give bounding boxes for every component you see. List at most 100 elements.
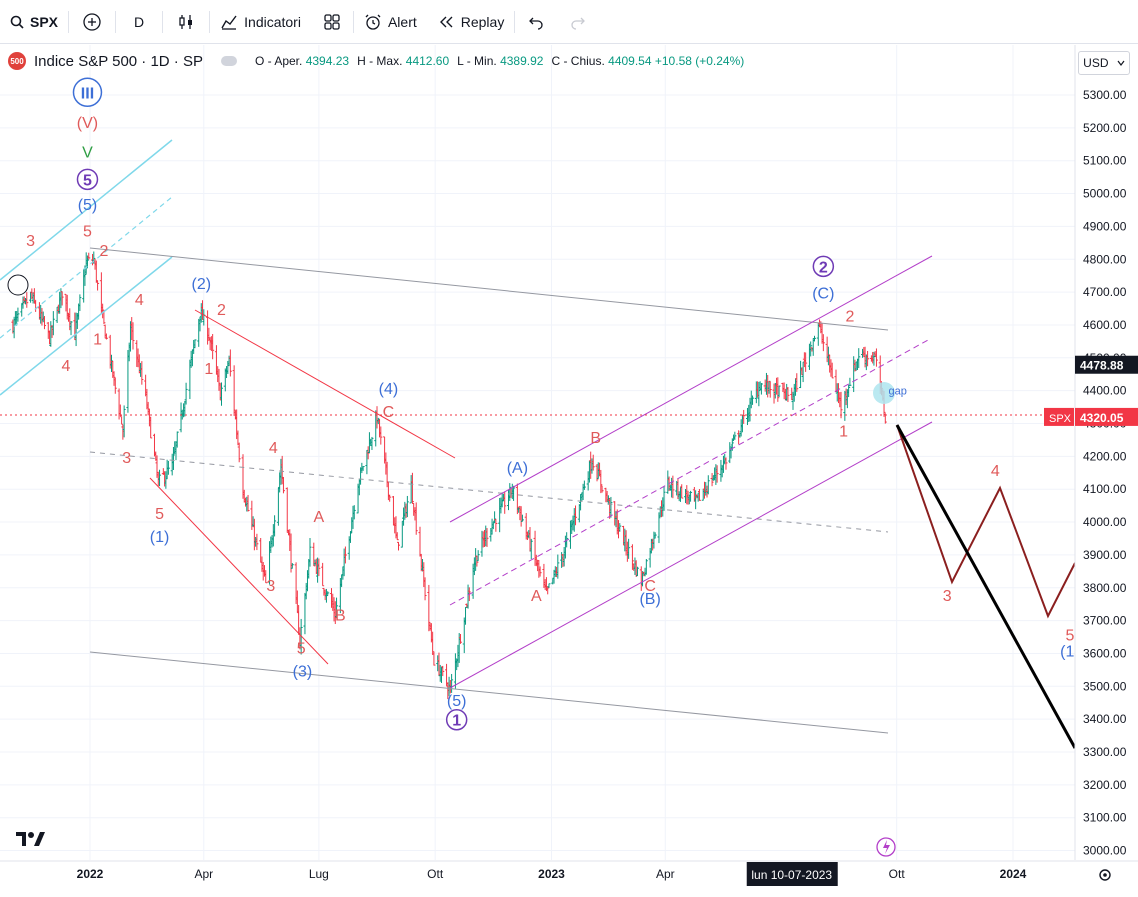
symbol-search[interactable]: SPX bbox=[0, 0, 68, 44]
price-tick-label: 4100.00 bbox=[1083, 482, 1127, 496]
degree-label: 2 bbox=[819, 259, 828, 276]
purple-channel-upper bbox=[449, 255, 933, 523]
ohlc-low: L - Min. 4389.92 bbox=[457, 54, 543, 68]
high-value: 4412.60 bbox=[405, 54, 450, 68]
visibility-toggle-icon[interactable] bbox=[220, 56, 237, 66]
price-tick-label: 3100.00 bbox=[1083, 811, 1127, 825]
lightning-bolt bbox=[883, 840, 890, 854]
indicators-button[interactable]: Indicatori bbox=[210, 0, 311, 44]
currency-label: USD bbox=[1083, 56, 1109, 70]
crosshair-date-label: lun 10-07-2023 bbox=[751, 868, 832, 882]
degree-label: V bbox=[82, 144, 93, 161]
wave-label: (3) bbox=[293, 663, 313, 680]
price-tick-label: 4400.00 bbox=[1083, 384, 1127, 398]
degree-label-circle bbox=[72, 77, 103, 108]
wave-label: 2 bbox=[845, 309, 854, 326]
time-tick-label: Apr bbox=[194, 867, 213, 881]
price-tick-label: 4700.00 bbox=[1083, 285, 1127, 299]
divider bbox=[352, 10, 354, 33]
time-tick-label: Apr bbox=[656, 867, 675, 881]
redo-icon bbox=[571, 17, 586, 30]
degree-label: (5) bbox=[78, 197, 98, 214]
undo-button[interactable] bbox=[515, 0, 557, 44]
wave-label: (B) bbox=[639, 591, 660, 608]
chart-legend: 500 Indice S&P 500 · 1D · SP O - Aper. 4… bbox=[8, 52, 744, 70]
lightning-icon[interactable] bbox=[876, 837, 896, 857]
price-tick-label: 3200.00 bbox=[1083, 778, 1127, 792]
price-label: 4478.88 bbox=[1080, 359, 1124, 373]
price-axis bbox=[1075, 45, 1138, 861]
price-tick-label: 5300.00 bbox=[1083, 88, 1127, 102]
price-chart[interactable]: 34521435(1)(2)21435(3)AB(4)C(5)(A)ABC(B)… bbox=[0, 45, 1138, 897]
logo-part bbox=[34, 832, 45, 846]
alarm-clock-icon bbox=[365, 14, 381, 30]
wave-label: 3 bbox=[943, 588, 952, 605]
wave-label: 4 bbox=[62, 358, 71, 375]
divider bbox=[115, 10, 117, 33]
trend-line-upper bbox=[89, 247, 889, 331]
currency-selector[interactable]: USD bbox=[1078, 51, 1130, 75]
price-tick-label: 3000.00 bbox=[1083, 844, 1127, 858]
chart-area[interactable]: 3 4 5 2 1 4 3 5 (1) (2) 2 1 4 3 5 (3) A B (4) C (5) (A) A B C (B)… bbox=[0, 45, 1138, 897]
degree-label: (V) bbox=[77, 115, 98, 132]
price-tick-label: 4200.00 bbox=[1083, 449, 1127, 463]
replay-button[interactable]: Replay bbox=[427, 0, 515, 44]
close-value: 4409.54 bbox=[608, 54, 652, 68]
tradingview-logo-icon bbox=[16, 832, 45, 846]
degree-label: 1 bbox=[452, 713, 461, 730]
price-tick-label: 4600.00 bbox=[1083, 318, 1127, 332]
gap-marker bbox=[873, 382, 895, 404]
wave-label: (1) bbox=[150, 529, 170, 546]
open-value: 4394.23 bbox=[305, 54, 350, 68]
logo-text: 500 bbox=[10, 56, 24, 66]
candles-icon bbox=[179, 14, 193, 29]
wedge-line-lower bbox=[149, 477, 329, 665]
top-toolbar: SPX D Indicatori Alert Replay bbox=[0, 0, 1138, 44]
price-label-box bbox=[1075, 407, 1138, 426]
wave-label: B bbox=[335, 608, 346, 625]
price-tick-label: 3600.00 bbox=[1083, 646, 1127, 660]
purple-channel-mid bbox=[449, 339, 929, 606]
add-icon bbox=[83, 12, 101, 31]
settings-gear-icon[interactable] bbox=[1099, 869, 1111, 881]
redo-button[interactable] bbox=[557, 0, 599, 44]
price-tick-label: 3400.00 bbox=[1083, 712, 1127, 726]
indicators-icon bbox=[221, 15, 237, 30]
high-label: H - Max. bbox=[357, 54, 403, 68]
rewind-icon bbox=[439, 16, 453, 27]
wave-label: A bbox=[531, 588, 542, 605]
chart-type-button[interactable] bbox=[163, 0, 209, 44]
wave-label: 1 bbox=[93, 332, 102, 349]
layouts-button[interactable] bbox=[311, 0, 353, 44]
time-tick-label: 2022 bbox=[77, 867, 104, 881]
wave-label: 2 bbox=[99, 243, 108, 260]
degree-label: III bbox=[81, 85, 94, 102]
wave-label: (2) bbox=[191, 276, 211, 293]
projection-path bbox=[896, 424, 1076, 619]
interval-label: D bbox=[134, 13, 145, 30]
degree-label-circle bbox=[76, 168, 99, 191]
price-tick-label: 3800.00 bbox=[1083, 581, 1127, 595]
wave-label: (5) bbox=[447, 693, 467, 710]
compare-button[interactable] bbox=[69, 0, 115, 44]
legend-title[interactable]: Indice S&P 500 · 1D · SP bbox=[34, 52, 203, 70]
interval-button[interactable]: D bbox=[116, 0, 162, 44]
ohlc-open: O - Aper. 4394.23 bbox=[255, 54, 349, 68]
search-icon bbox=[10, 15, 24, 29]
trend-line-lower bbox=[89, 651, 889, 734]
low-label: L - Min. bbox=[457, 54, 497, 68]
divider bbox=[514, 10, 516, 33]
chevron-down-icon bbox=[1117, 60, 1125, 66]
wave-label: (4) bbox=[379, 381, 399, 398]
wave-label: 4 bbox=[135, 292, 144, 309]
projection-trend-line bbox=[895, 424, 1077, 749]
wave-label: 3 bbox=[266, 578, 275, 595]
logo-part bbox=[16, 832, 26, 846]
ohlc-high: H - Max. 4412.60 bbox=[357, 54, 449, 68]
degree-label-circle bbox=[445, 708, 468, 731]
wave-label: A bbox=[314, 509, 325, 526]
indicators-label: Indicatori bbox=[244, 13, 301, 30]
divider bbox=[162, 10, 164, 33]
wave-label: 5 bbox=[1065, 627, 1074, 644]
alert-button[interactable]: Alert bbox=[354, 0, 427, 44]
